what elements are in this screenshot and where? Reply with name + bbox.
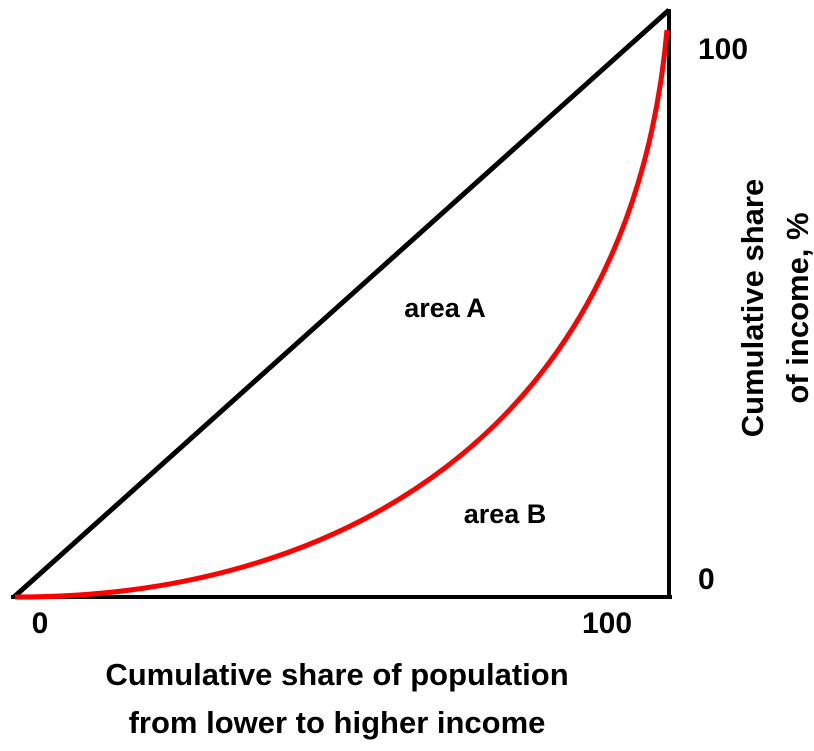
equality-line (12, 8, 671, 599)
y-axis-title: of income, % (780, 212, 814, 403)
x-tick-label: 0 (32, 607, 49, 640)
y-tick-label: 100 (698, 33, 748, 66)
area-label: area A (404, 293, 486, 323)
x-axis-title: from lower to higher income (129, 705, 546, 740)
x-axis-title: Cumulative share of population (105, 657, 568, 692)
y-tick-label: 0 (698, 563, 715, 596)
y-axis-title: Cumulative share (735, 179, 770, 437)
lorenz-curve (14, 29, 670, 600)
x-tick-label: 100 (582, 607, 632, 640)
area-label: area B (464, 499, 547, 529)
